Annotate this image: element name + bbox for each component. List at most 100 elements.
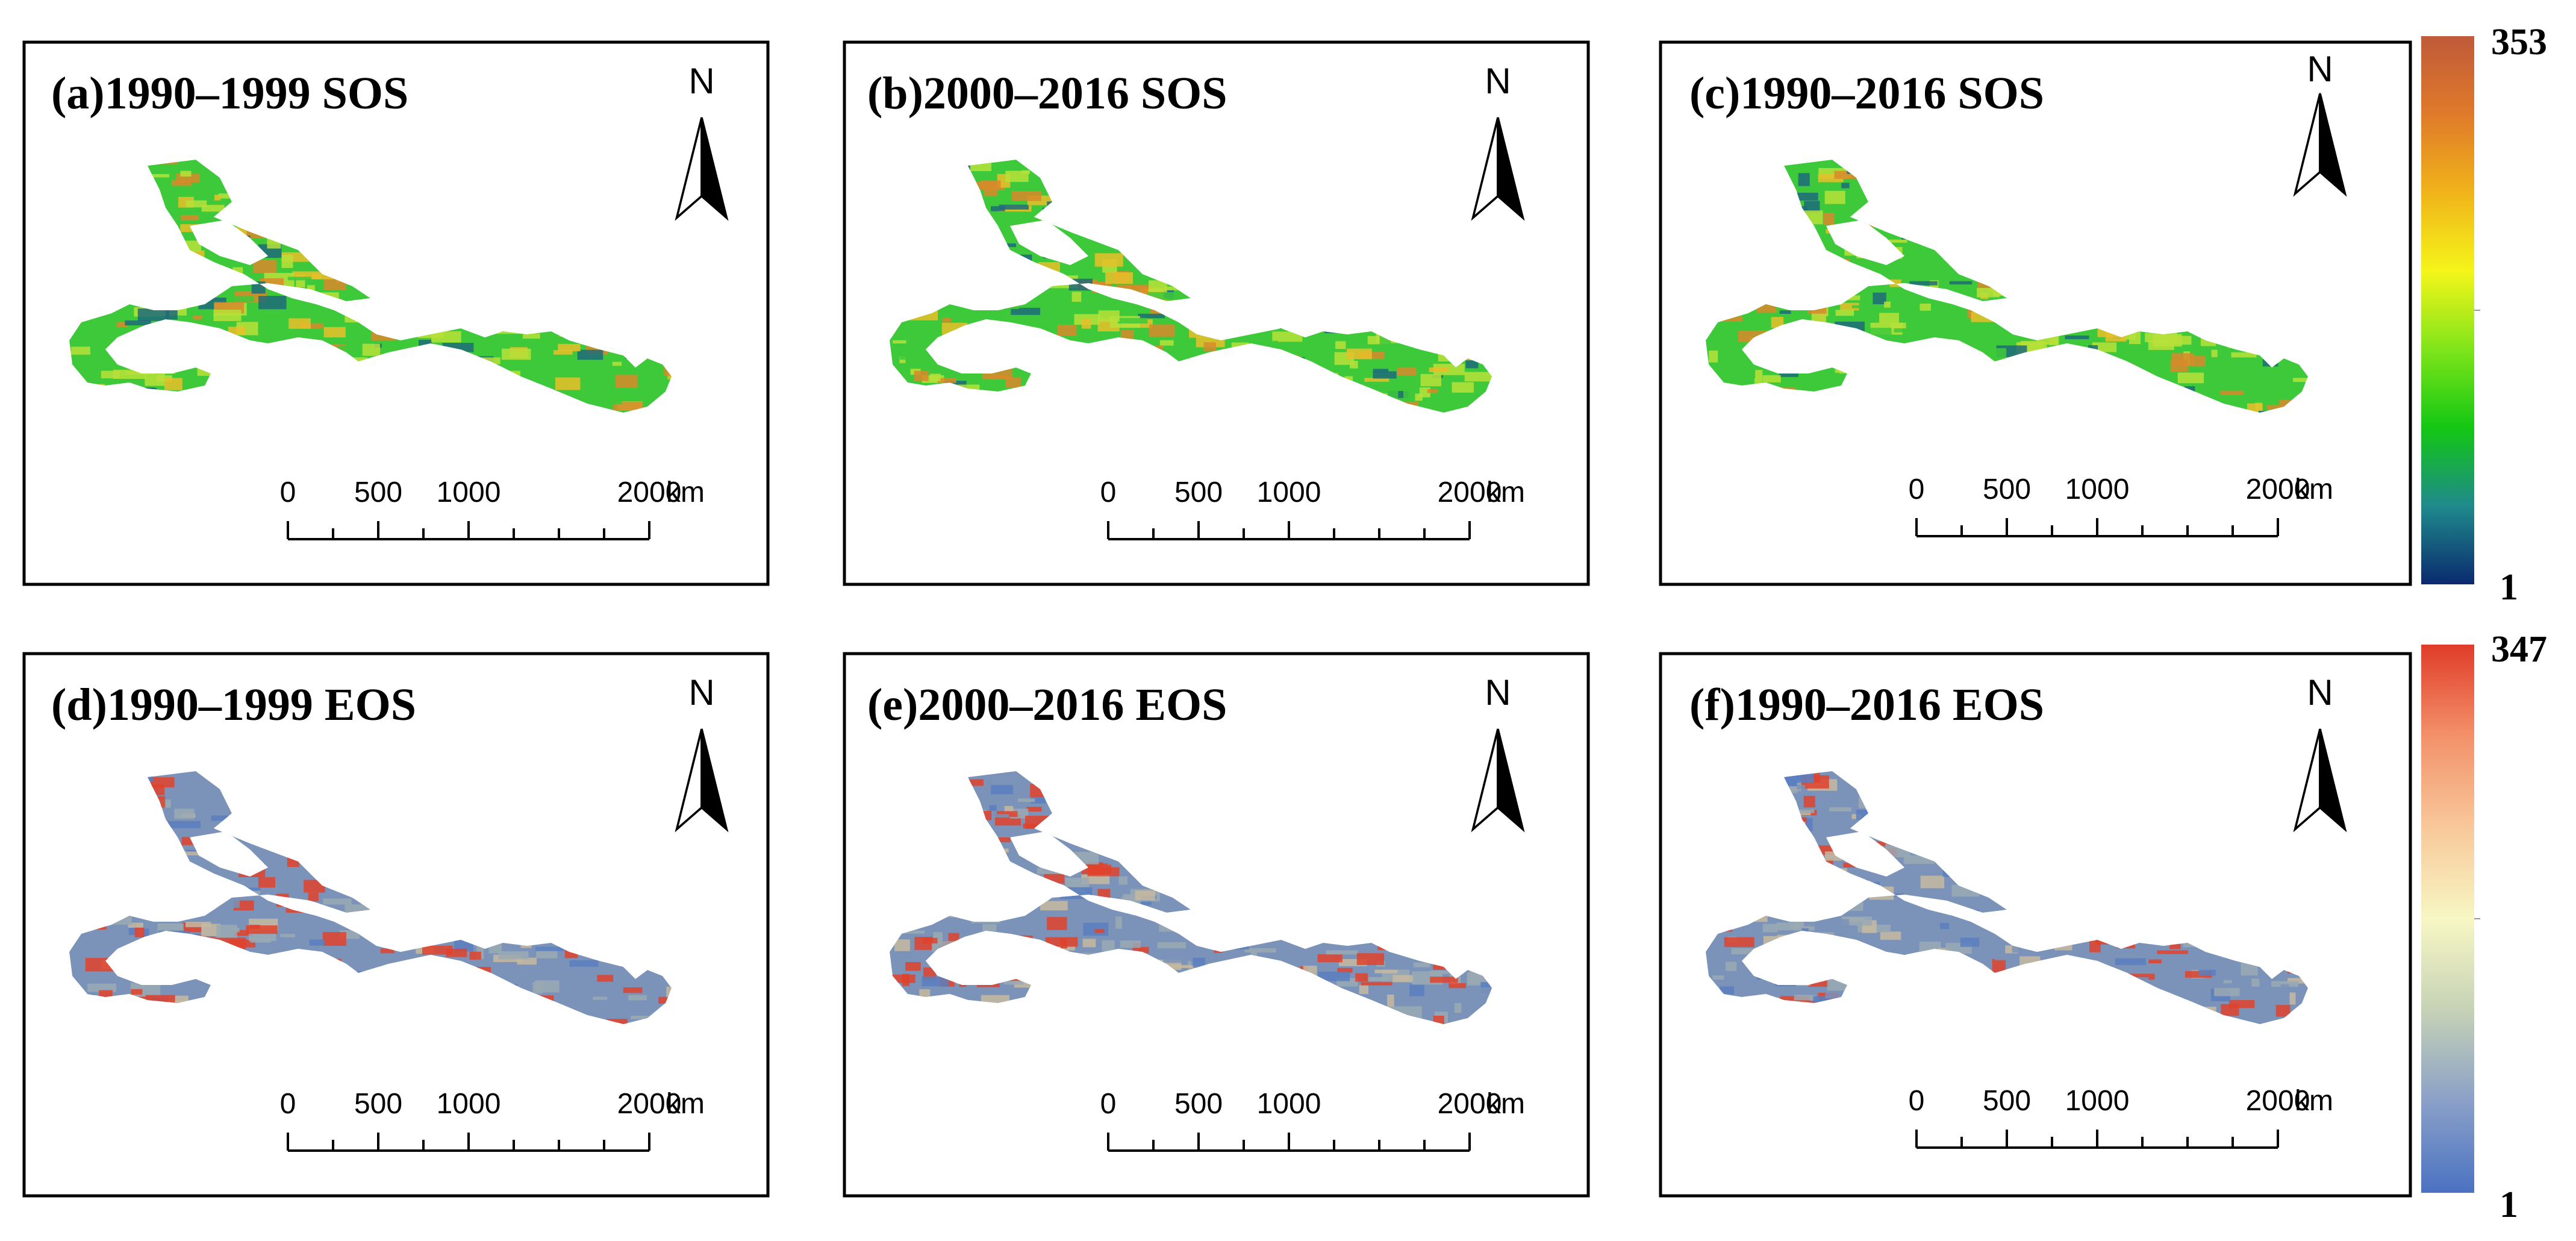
map-pixel-patch [1909,281,1938,286]
map-pixel-patch [2231,352,2257,358]
scale-bar-label: 1000 [437,477,501,508]
map-pixel-patch [1889,239,1907,243]
map-pixel-patch [1060,938,1068,949]
map-pixel-patch [999,204,1029,210]
map-pixel-patch [922,976,949,987]
map-pixel-patch [2275,1005,2291,1017]
map-pixel-patch [990,375,1012,379]
map-pixel-patch [666,986,672,998]
scale-bar-label: 2000 [2246,1085,2310,1117]
map-pixel-patch [1920,303,1931,311]
map-pixel-patch [607,1019,628,1024]
map-pixel-patch [70,346,90,355]
map-pixel-patch [939,305,965,313]
map-pixel-patch [1851,305,1869,308]
map-pixel-patch [349,357,368,364]
map-pixel-patch [1779,371,1799,377]
legend-sos-min: 1 [2500,567,2518,608]
map-pixel-patch [128,922,143,928]
map-pixel-patch [1873,292,1886,304]
map-pixel-patch [1017,798,1035,802]
map-pixel-patch [145,374,166,386]
map-pixel-patch [593,996,608,1000]
map-pixel-patch [2148,959,2162,964]
map-pixel-patch [166,309,178,320]
map-pixel-patch [214,195,221,201]
map-pixel-patch [989,805,997,811]
map-pixel-patch [2171,972,2181,980]
map-pixel-patch [164,809,173,816]
map-pixel-patch [257,903,269,913]
map-pixel-patch [982,924,997,931]
scale-bar-label: 0 [280,477,296,508]
map-pixel-patch [535,980,560,993]
map-pixel-patch [1037,867,1064,874]
map-pixel-patch [2214,988,2240,996]
north-arrow-label: N [2307,49,2333,89]
map-pixel-patch [2280,984,2289,995]
map-pixel-patch [612,361,622,366]
map-pixel-patch [1157,942,1186,949]
map-pixel-patch [659,993,672,999]
map-pixel-patch [2289,992,2296,1005]
map-pixel-patch [1271,340,1278,354]
map-pixel-patch [1318,971,1350,981]
map-pixel-patch [1841,183,1850,189]
map-pixel-patch [1894,328,1925,333]
map-pixel-patch [1359,985,1368,995]
map-pixel-patch [498,951,529,960]
scale-bar-label: 2000 [1438,1088,1502,1120]
map-pixel-patch [605,395,622,405]
scale-bar-unit: km [666,1088,705,1120]
map-pixel-patch [1722,928,1733,935]
map-pixel-patch [1762,375,1781,383]
north-arrow-label: N [2307,672,2333,713]
map-pixel-patch [553,350,573,355]
map-pixel-patch [2092,342,2117,352]
map-pixel-patch [309,939,325,946]
map-pixel-patch [167,821,201,828]
map-pixel-patch [894,939,910,951]
map-pixel-patch [900,350,914,360]
map-pixel-patch [1052,285,1084,292]
map-pixel-patch [152,173,169,178]
scale-bar-label: 0 [280,1088,296,1120]
map-pixel-patch [1003,980,1024,985]
panel-title: (c)1990–2016 SOS [1689,68,2044,119]
map-pixel-patch [1102,940,1115,951]
north-arrow-label: N [1485,61,1511,101]
map-pixel-patch [914,370,929,381]
map-pixel-patch [87,983,117,992]
north-basin-gap [1826,831,1904,877]
map-pixel-patch [1880,931,1901,940]
map-pixel-patch [517,957,537,965]
scale-bar-unit: km [2295,474,2333,505]
map-pixel-patch [1879,313,1899,324]
scale-bar-label: 0 [1909,1085,1925,1117]
map-pixel-patch [323,898,352,905]
map-pixel-patch [1373,371,1397,379]
map-pixel-patch [1356,953,1385,965]
scale-bar-unit: km [1486,1088,1525,1120]
north-arrow: N [1471,61,1524,219]
map-pixel-patch [1724,937,1754,948]
map-pixel-patch [2177,372,2204,384]
map-pixel-patch [180,170,192,177]
map-pixel-patch [211,815,229,821]
map-pixel-patch [1148,280,1167,293]
map-pixel-patch [1835,310,1854,316]
map-pixel-patch [988,814,1009,817]
map-pixel-patch [323,327,346,338]
map-pixel-patch [2287,978,2308,984]
panel-title: (e)2000–2016 EOS [867,680,1227,730]
legend-sos: 353 1 [2421,22,2547,608]
legend-eos-colorbar [2421,645,2474,1193]
legend-sos-max: 353 [2491,22,2547,63]
map-pixel-patch [1098,310,1120,322]
map-pixel-patch [253,260,276,273]
map-pixel-patch [1326,950,1358,955]
